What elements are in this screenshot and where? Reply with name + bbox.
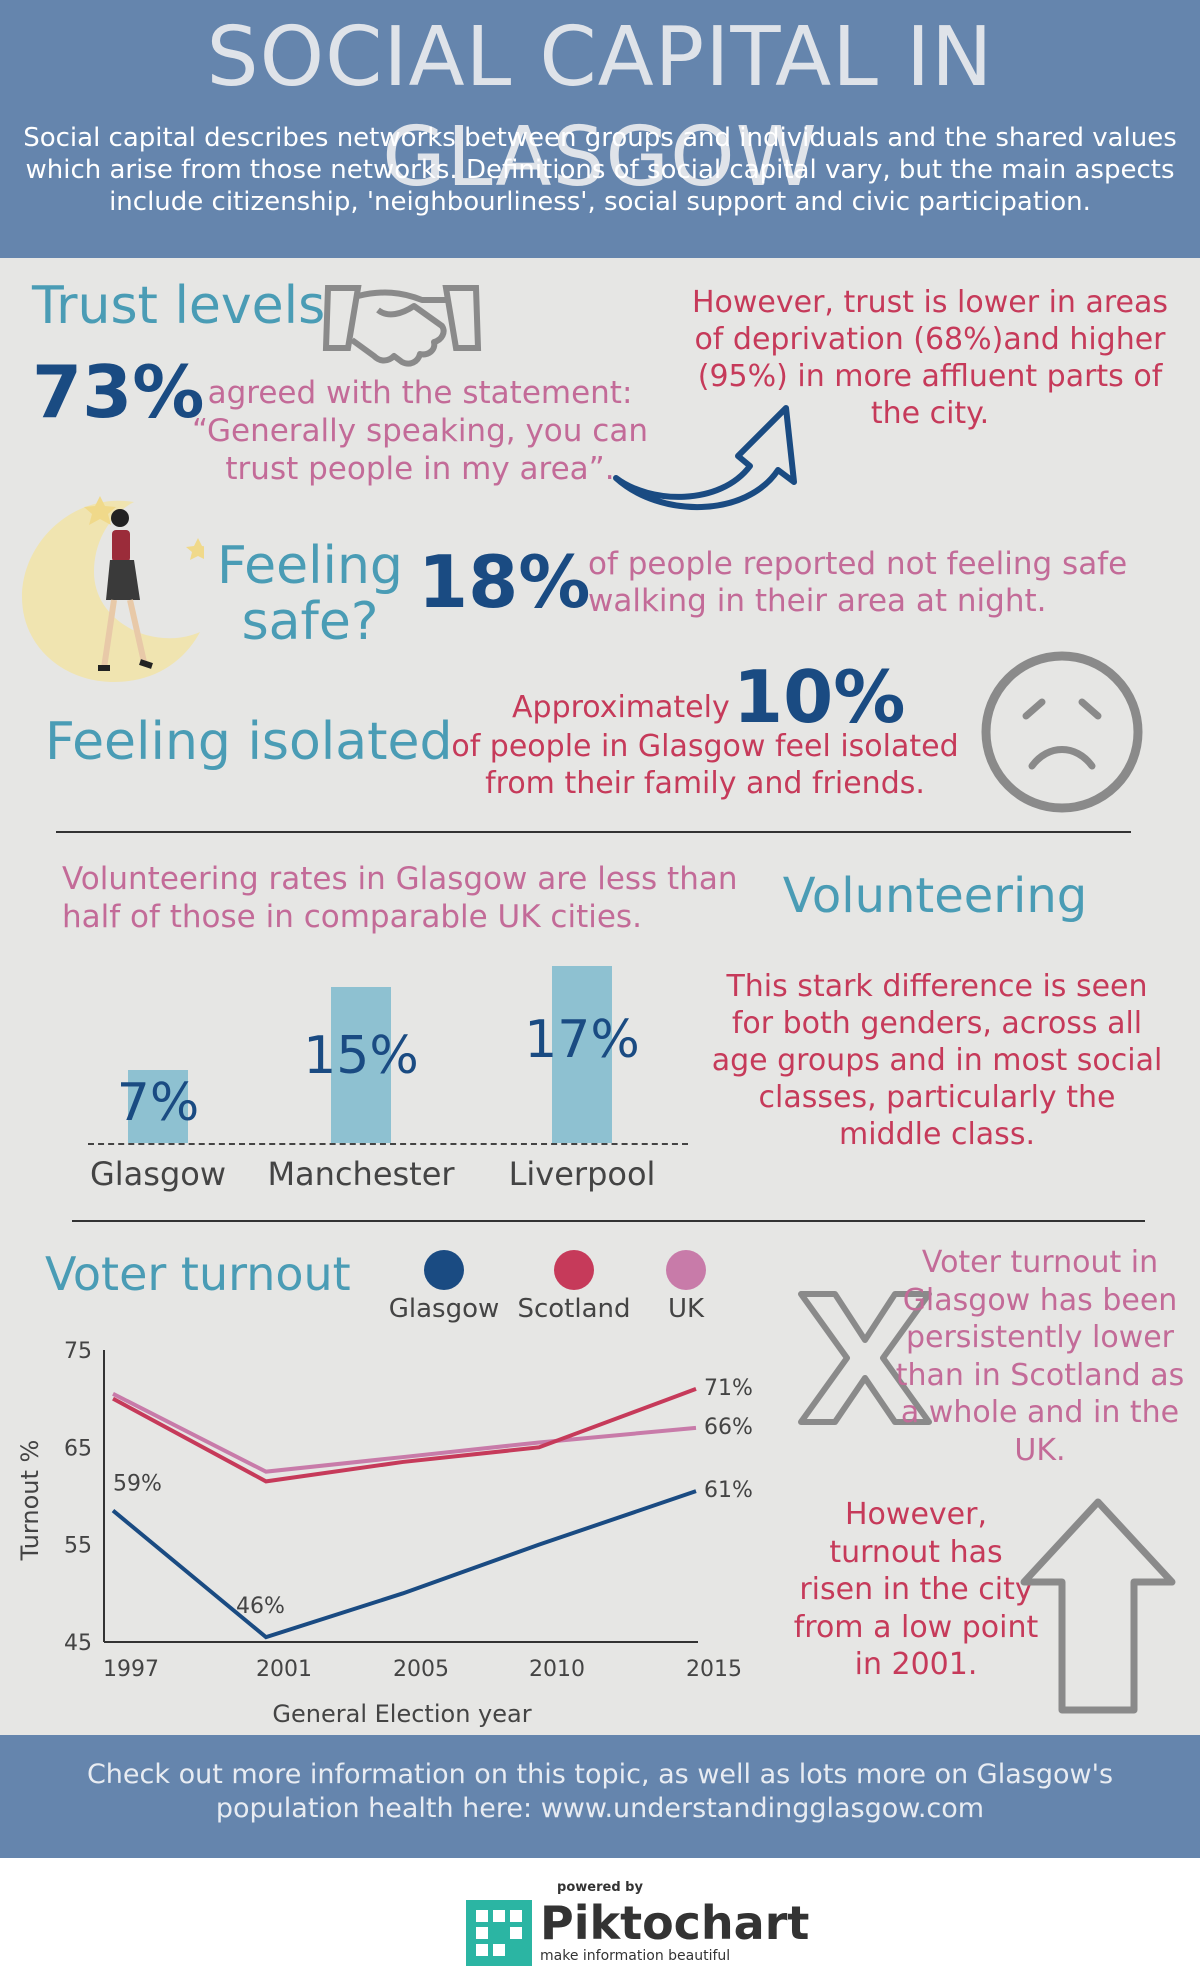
trust-title: Trust levels: [32, 276, 326, 336]
x-tick-label: 2005: [393, 1657, 449, 1682]
bar-liverpool: [552, 966, 612, 1143]
bar-glasgow: [128, 1070, 188, 1143]
y-axis-label: Turnout %: [16, 1440, 44, 1562]
divider: [72, 1220, 1145, 1222]
series-line-uk: [112, 1392, 697, 1474]
safety-text: of people reported not feeling safe walk…: [588, 546, 1128, 619]
intro-text: Social capital describes networks betwee…: [23, 123, 1177, 217]
y-tick-label: 45: [64, 1631, 92, 1656]
y-tick-label: 75: [64, 1339, 92, 1364]
y-tick-label: 65: [64, 1436, 92, 1461]
volunteering-title: Volunteering: [782, 868, 1088, 924]
trust-deprivation-note: However, trust is lower in areas of depr…: [691, 285, 1169, 431]
volunteering-bar-chart: 7% Glasgow 15% Manchester 17% Liverpool: [88, 955, 688, 1195]
safety-title: Feeling safe?: [217, 536, 403, 652]
x-mark-icon: [798, 1291, 932, 1425]
page-title: SOCIAL CAPITAL IN GLASGOW: [206, 10, 994, 205]
bar-value-label: 15%: [303, 1026, 419, 1086]
moon-walker-icon: [22, 496, 204, 682]
bar-manchester: [331, 986, 391, 1143]
x-tick-label: 1997: [103, 1657, 159, 1682]
isolation-percent: 10%: [733, 655, 906, 739]
sad-face-icon: [981, 651, 1143, 813]
y-tick-label: 55: [64, 1534, 92, 1559]
volunteering-side-text: This stark difference is seen for both g…: [711, 969, 1163, 1152]
isolation-prefix: Approximately: [512, 690, 730, 725]
legend-label: UK: [667, 1294, 705, 1324]
header-banner: [0, 0, 1200, 258]
isolation-title: Feeling isolated: [45, 712, 453, 772]
safety-percent: 18%: [418, 540, 591, 624]
brand-name[interactable]: Piktochart: [540, 1896, 810, 1950]
x-axis-label: General Election year: [272, 1700, 531, 1728]
brand-bar: [0, 1858, 1200, 1983]
footer-banner: [0, 1735, 1200, 1858]
x-tick-label: 2015: [686, 1657, 742, 1682]
trust-percent: 73%: [32, 350, 205, 434]
voter-turnout-line-chart: 75 65 55 45 1997 2001 2005 2010 2015 66% 71% 59% 4…: [16, 1339, 753, 1728]
data-label: 66%: [704, 1415, 753, 1440]
bar-category-label: Manchester: [267, 1155, 455, 1193]
x-tick-label: 2001: [256, 1657, 312, 1682]
volunteering-note: Volunteering rates in Glasgow are less t…: [62, 861, 738, 935]
piktochart-logo-icon[interactable]: [466, 1900, 532, 1966]
isolation-text: of people in Glasgow feel isolated from …: [451, 729, 959, 801]
divider: [56, 831, 1131, 833]
voter-title: Voter turnout: [45, 1247, 351, 1301]
data-label: 71%: [704, 1376, 753, 1401]
chart-legend: Glasgow Scotland UK: [380, 1250, 720, 1330]
trust-statement: agreed with the statement: “Generally sp…: [192, 375, 648, 487]
handshake-icon: [322, 285, 482, 367]
bar-value-label: 17%: [524, 1010, 640, 1070]
bar-value-label: 7%: [116, 1073, 200, 1133]
data-label: 46%: [236, 1594, 285, 1619]
voter-side-text: Voter turnout in Glasgow has been persis…: [895, 1245, 1185, 1468]
bar-category-label: Glasgow: [89, 1155, 227, 1193]
x-tick-label: 2010: [529, 1657, 585, 1682]
bar-baseline: [88, 1143, 688, 1145]
data-label: 59%: [113, 1472, 162, 1497]
legend-dot-scotland: [554, 1250, 594, 1290]
bar-category-label: Liverpool: [508, 1155, 656, 1193]
up-arrow-icon: [1020, 1498, 1176, 1714]
legend-label: Scotland: [517, 1294, 631, 1324]
voter-side-text-2: However, turnout has risen in the city f…: [793, 1497, 1039, 1682]
brand-tagline: make information beautiful: [540, 1948, 731, 1964]
curved-arrow-icon: [613, 405, 797, 511]
footer-text: Check out more information on this topic…: [86, 1759, 1114, 1824]
data-label: 61%: [704, 1478, 753, 1503]
series-line-scotland: [112, 1387, 697, 1484]
legend-label: Glasgow: [388, 1294, 500, 1324]
series-line-glasgow: [111, 1489, 697, 1640]
legend-dot-glasgow: [424, 1250, 464, 1290]
legend-dot-uk: [666, 1250, 706, 1290]
powered-by-label: powered by: [557, 1880, 643, 1895]
